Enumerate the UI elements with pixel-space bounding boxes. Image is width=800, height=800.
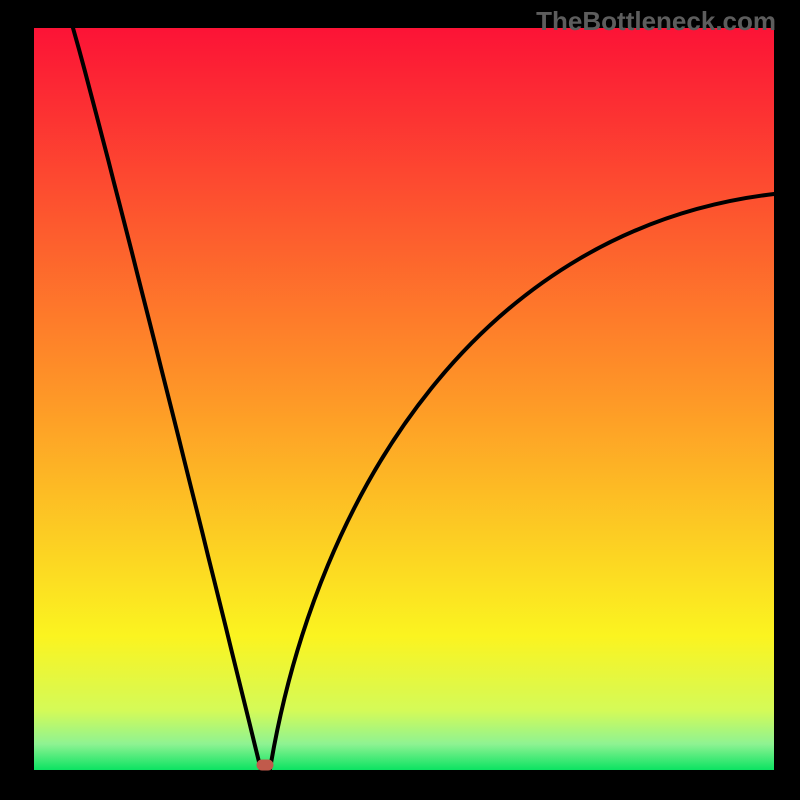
minimum-marker bbox=[257, 760, 274, 771]
watermark-text: TheBottleneck.com bbox=[536, 6, 776, 37]
chart-plot-area bbox=[34, 28, 774, 770]
bottleneck-curve bbox=[34, 28, 774, 770]
